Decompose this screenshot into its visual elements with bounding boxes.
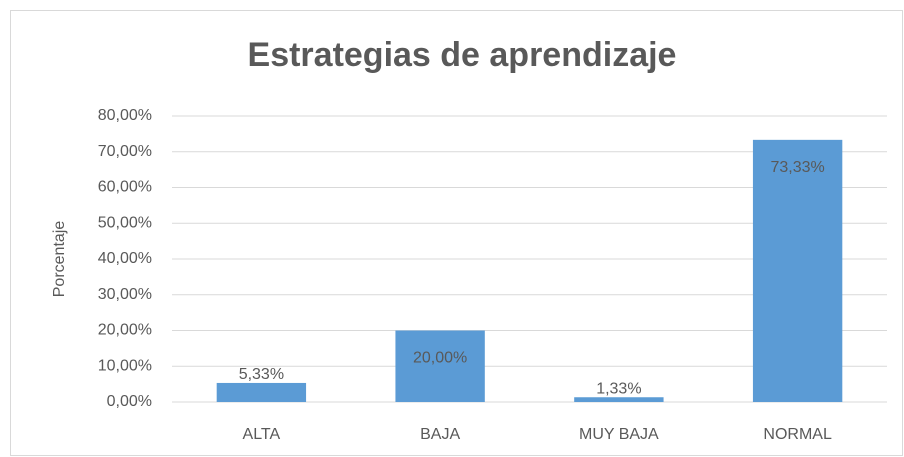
y-tick-label: 70,00% (98, 143, 152, 160)
y-tick-label: 60,00% (98, 179, 152, 196)
x-tick-label: MUY BAJA (579, 426, 659, 443)
data-label: 20,00% (413, 350, 467, 367)
x-tick-label: BAJA (420, 426, 460, 443)
y-axis-label: Porcentaje (51, 221, 68, 298)
chart-title: Estrategias de aprendizaje (248, 36, 677, 74)
y-tick-label: 80,00% (98, 107, 152, 124)
x-tick-label: NORMAL (763, 426, 832, 443)
x-tick-label: ALTA (243, 426, 281, 443)
bar (216, 382, 307, 402)
bar (574, 397, 664, 402)
data-label: 1,33% (596, 380, 641, 397)
data-label: 73,33% (770, 159, 824, 176)
y-tick-label: 0,00% (107, 393, 152, 410)
y-tick-label: 20,00% (98, 322, 152, 339)
y-tick-label: 30,00% (98, 286, 152, 303)
bar (752, 139, 843, 402)
y-tick-label: 10,00% (98, 357, 152, 374)
data-label: 5,33% (239, 366, 284, 383)
bar (395, 330, 485, 402)
y-tick-label: 40,00% (98, 250, 152, 267)
y-tick-label: 50,00% (98, 214, 152, 231)
